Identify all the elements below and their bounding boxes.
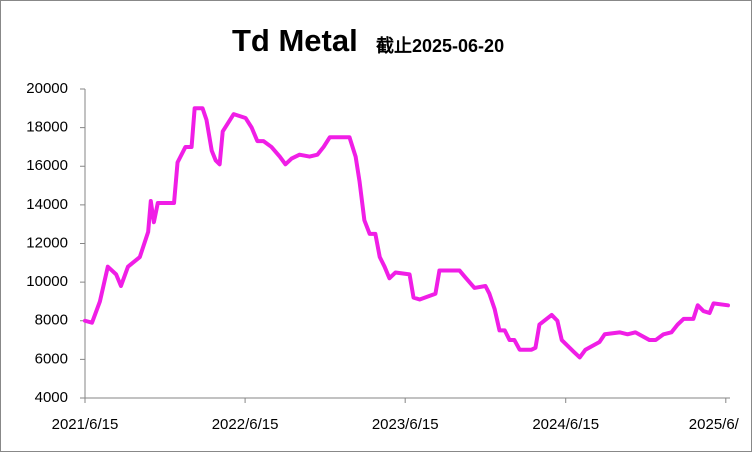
y-tick-label: 14000 — [26, 196, 68, 213]
x-tick-label: 2023/6/15 — [372, 416, 439, 433]
x-tick-label: 2025/6/ — [689, 416, 740, 433]
y-tick-label: 20000 — [26, 80, 68, 97]
y-tick-label: 16000 — [26, 157, 68, 174]
chart-title: Td Metal — [232, 23, 358, 58]
y-tick-label: 12000 — [26, 234, 68, 251]
y-tick-label: 8000 — [35, 312, 68, 329]
y-tick-label: 10000 — [26, 273, 68, 290]
y-tick-label: 4000 — [35, 389, 68, 406]
x-tick-label: 2021/6/15 — [52, 416, 119, 433]
chart-subtitle: 截止2025-06-20 — [376, 35, 504, 56]
x-tick-label: 2022/6/15 — [212, 416, 279, 433]
y-tick-label: 18000 — [26, 119, 68, 136]
x-tick-label: 2024/6/15 — [532, 416, 599, 433]
data-line — [83, 106, 730, 360]
y-tick-label: 6000 — [35, 350, 68, 367]
